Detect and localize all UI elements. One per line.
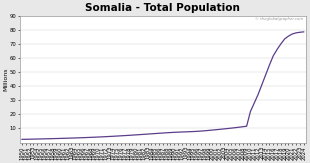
Y-axis label: Millions: Millions — [3, 67, 8, 91]
Title: Somalia - Total Population: Somalia - Total Population — [86, 3, 240, 14]
Text: © theglobalgrapher.com: © theglobalgrapher.com — [255, 17, 303, 21]
